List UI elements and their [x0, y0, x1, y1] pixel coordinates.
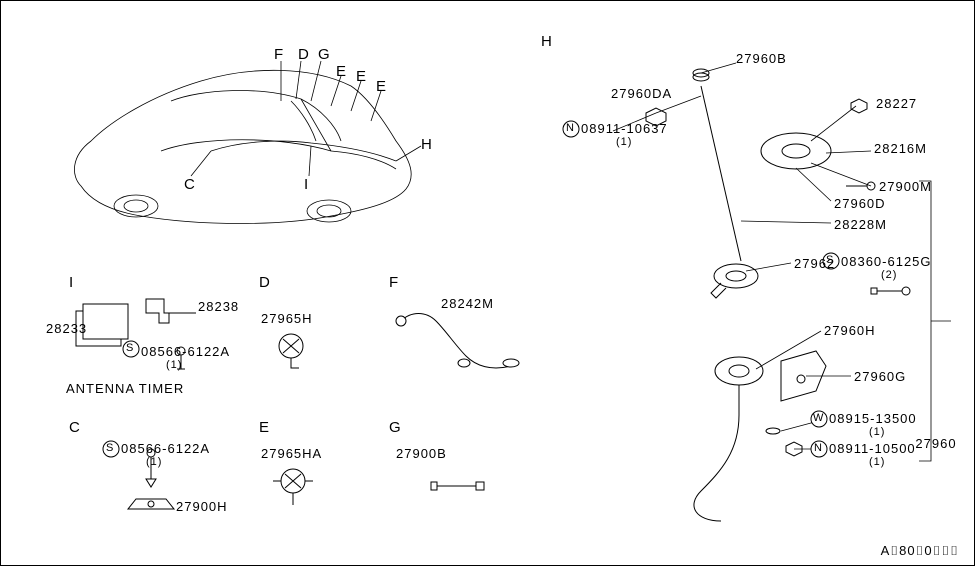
callout-28233: 28233 — [46, 321, 87, 336]
qty-08360-6125G: (2) — [881, 269, 897, 281]
diagram-code: A⌷80⌷0⌷⌷⌷ — [881, 543, 959, 559]
section-letter-C: C — [69, 419, 81, 436]
car-outline — [74, 70, 411, 223]
section-E-group — [273, 469, 313, 505]
qty-08911-10637: (1) — [616, 136, 632, 148]
callout-08566-6122A-1: 08566-6122A — [141, 344, 230, 359]
car-letter-C: C — [184, 176, 196, 193]
callout-08915-13500: 08915-13500 — [829, 411, 917, 426]
callout-28242M: 28242M — [441, 296, 494, 311]
qty-08566-6122A-1: (1) — [166, 359, 182, 371]
section-letter-F: F — [389, 274, 399, 291]
car-letter-Hcorner: H — [421, 136, 433, 153]
section-letter-E: E — [259, 419, 270, 436]
qty-08566-6122A-2: (1) — [146, 456, 162, 468]
car-letter-G: G — [318, 46, 331, 63]
section-letter-G: G — [389, 419, 402, 436]
callout-28216M: 28216M — [874, 141, 927, 156]
car-letter-Ibelow: I — [304, 176, 309, 193]
callout-27965H: 27965H — [261, 311, 313, 326]
marker-S-2: S — [106, 442, 114, 454]
callout-28238: 28238 — [198, 299, 239, 314]
section-letter-H: H — [541, 33, 553, 50]
marker-S-3: S — [826, 254, 834, 266]
section-letter-I: I — [69, 274, 74, 291]
callout-27900B: 27900B — [396, 446, 447, 461]
marker-N-2: N — [814, 442, 823, 454]
callout-27965HA: 27965HA — [261, 446, 322, 461]
qty-08911-10500: (1) — [869, 456, 885, 468]
callout-27960DA: 27960DA — [611, 86, 672, 101]
callout-08360-6125G: 08360-6125G — [841, 254, 932, 269]
section-F-group — [396, 314, 519, 368]
callout-27960D: 27960D — [834, 196, 886, 211]
qty-08915-13500: (1) — [869, 426, 885, 438]
callout-28227: 28227 — [876, 96, 917, 111]
callout-08911-10500: 08911-10500 — [829, 441, 916, 456]
marker-N-1: N — [566, 122, 575, 134]
diagram-svg — [1, 1, 975, 566]
marker-W: W — [813, 412, 824, 424]
section-D-group — [279, 334, 303, 368]
callout-08566-6122A-2: 08566-6122A — [121, 441, 210, 456]
circled-markers — [103, 121, 839, 457]
section-letter-D: D — [259, 274, 271, 291]
callout-27960-assy: 27960 — [915, 436, 956, 451]
marker-S-1: S — [126, 342, 134, 354]
diagram-page: F D G E E E C I H I D F H C E G 28238 28… — [0, 0, 975, 566]
callout-27900M: 27900M — [879, 179, 932, 194]
callout-27960H: 27960H — [824, 323, 876, 338]
car-letter-F: F — [274, 46, 284, 63]
car-letter-E3: E — [376, 78, 387, 95]
callout-08911-10637: 08911-10637 — [581, 121, 668, 136]
car-letter-D: D — [298, 46, 310, 63]
callout-27960B: 27960B — [736, 51, 787, 66]
callout-27960G: 27960G — [854, 369, 906, 384]
label-antenna-timer: ANTENNA TIMER — [66, 381, 184, 396]
callout-28228M: 28228M — [834, 217, 887, 232]
section-G-group — [431, 482, 484, 490]
callout-27900H: 27900H — [176, 499, 228, 514]
car-letter-E2: E — [356, 68, 367, 85]
car-letter-E1: E — [336, 63, 347, 80]
